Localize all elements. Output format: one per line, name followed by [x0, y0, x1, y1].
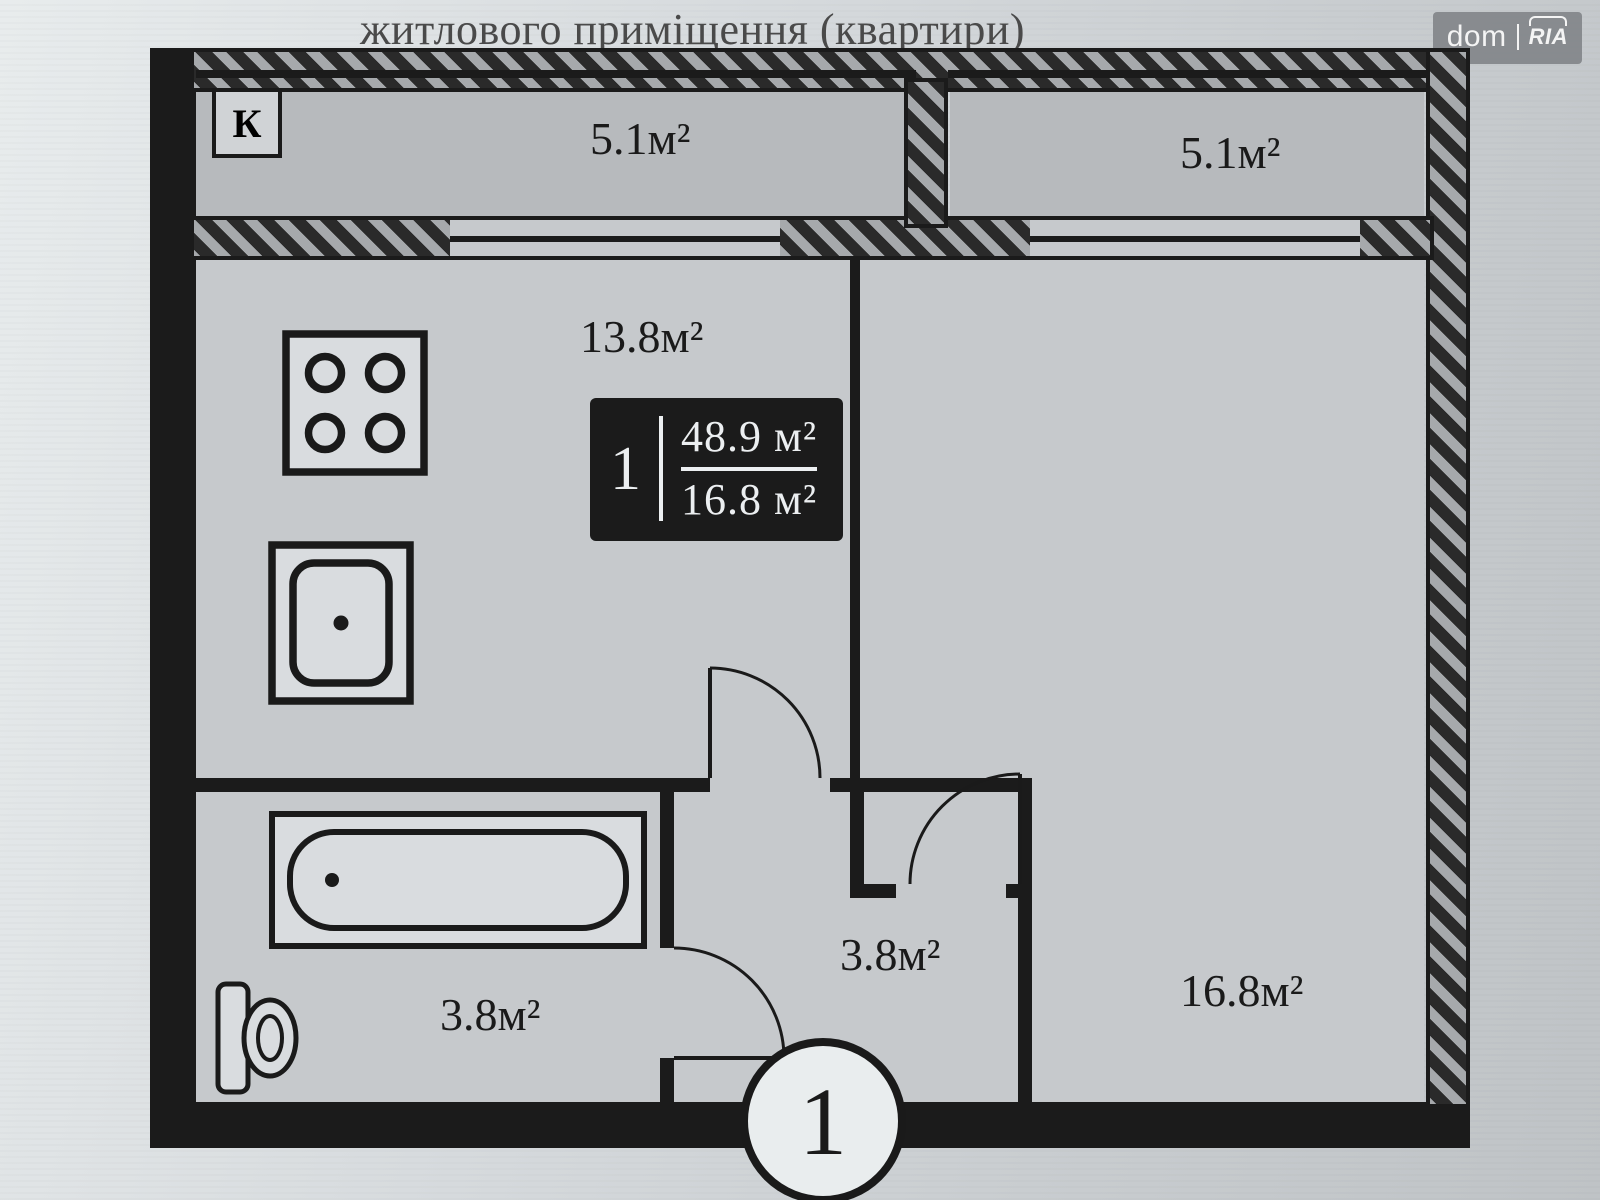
bathtub-icon [268, 810, 648, 950]
summary-divider [681, 467, 817, 471]
window-kitchen-glass [450, 236, 780, 242]
k-marker: К [212, 88, 282, 158]
summary-living-area: 16.8 м² [681, 475, 817, 526]
floor-plan: К 5.1м² 5.1м² [150, 48, 1470, 1148]
toilet-icon [212, 978, 302, 1098]
window-living-glass [1030, 236, 1360, 242]
door-arc-living [880, 748, 1040, 898]
label-kitchen: 13.8м² [580, 310, 703, 363]
door-arc-kitchen [690, 658, 850, 798]
label-balcony-right: 5.1м² [1180, 126, 1280, 179]
summary-separator [659, 416, 663, 521]
unit-number-circle: 1 [740, 1038, 906, 1200]
balcony-rail-right [948, 70, 1428, 78]
watermark-suffix: RIA [1517, 24, 1568, 50]
label-living: 16.8м² [1180, 964, 1303, 1017]
balcony-left-floor [196, 78, 920, 218]
balcony-rail-left [196, 70, 916, 78]
cooktop-icon [280, 328, 430, 478]
page: житлового приміщення (квартири) dom RIA [0, 0, 1600, 1200]
label-hall: 3.8м² [840, 928, 940, 981]
outer-wall-left [150, 48, 196, 1148]
summary-badge: 1 48.9 м² 16.8 м² [590, 398, 843, 541]
summary-room-count: 1 [610, 438, 641, 500]
wall-kitchen-living [850, 258, 860, 780]
k-marker-label: К [232, 100, 261, 147]
label-bath: 3.8м² [440, 988, 540, 1041]
balcony-divider [904, 78, 948, 228]
outer-wall-right [1426, 48, 1470, 1108]
sink-icon [266, 538, 416, 708]
unit-number: 1 [799, 1066, 847, 1177]
summary-total-area: 48.9 м² [681, 412, 817, 463]
wall-hall-jog-v [850, 792, 864, 892]
label-balcony-left: 5.1м² [590, 112, 690, 165]
